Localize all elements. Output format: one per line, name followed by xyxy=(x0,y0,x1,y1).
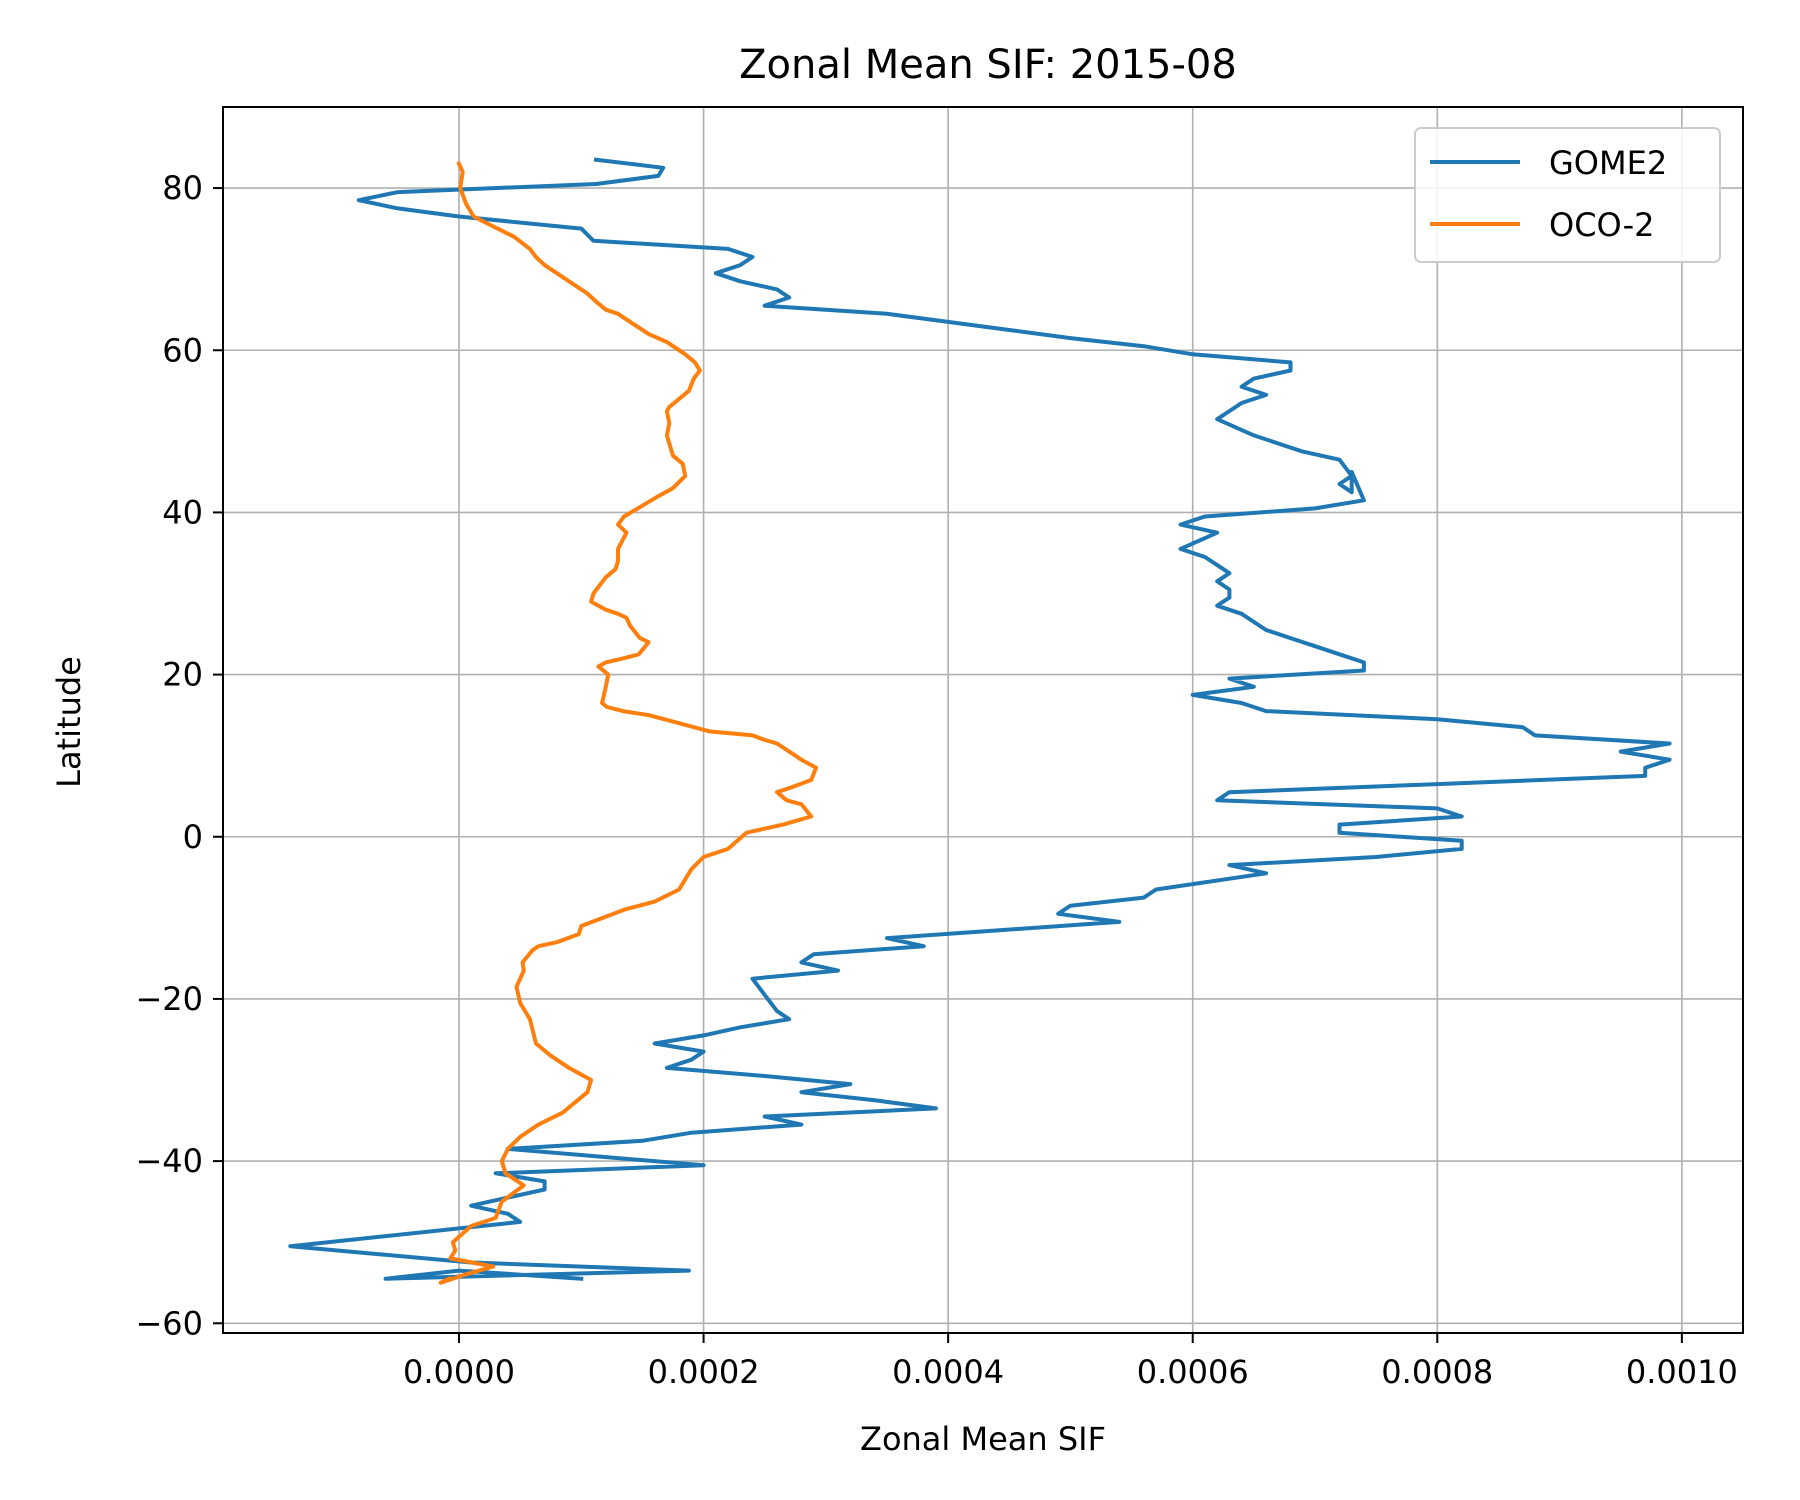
y-tick-label: 80 xyxy=(162,169,203,207)
chart-title: Zonal Mean SIF: 2015-08 xyxy=(739,42,1237,88)
x-tick-label: 0.0002 xyxy=(648,1353,760,1391)
series-line-gome2 xyxy=(288,157,1672,1281)
series-line-oco2 xyxy=(438,161,819,1285)
x-tick-label: 0.0008 xyxy=(1381,1353,1493,1391)
legend: GOME2 OCO-2 xyxy=(1414,127,1721,263)
y-tick-label: −40 xyxy=(135,1142,203,1180)
x-tick-label: 0.0006 xyxy=(1137,1353,1249,1391)
legend-label-oco2: OCO-2 xyxy=(1549,206,1655,244)
y-axis-label: Latitude xyxy=(50,656,88,788)
x-axis-label: Zonal Mean SIF xyxy=(860,1420,1106,1458)
x-tick-label: 0.0000 xyxy=(403,1353,515,1391)
plot-frame xyxy=(222,106,1744,1334)
plot-lines xyxy=(288,157,1672,1285)
y-tick-label: 40 xyxy=(162,493,203,531)
x-tick-label: 0.0004 xyxy=(892,1353,1004,1391)
legend-label-gome2: GOME2 xyxy=(1549,144,1667,182)
x-axis-ticks: 0.0000 0.0002 0.0004 0.0006 0.0008 0.0010 xyxy=(403,1333,1738,1391)
y-tick-label: −60 xyxy=(135,1304,203,1342)
y-tick-label: 20 xyxy=(162,656,203,694)
y-tick-label: 0 xyxy=(183,818,203,856)
y-axis-ticks: −60 −40 −20 0 20 40 60 80 xyxy=(135,169,223,1342)
y-tick-label: 60 xyxy=(162,331,203,369)
grid xyxy=(223,107,1743,1333)
x-tick-label: 0.0010 xyxy=(1626,1353,1738,1391)
y-tick-label: −20 xyxy=(135,980,203,1018)
